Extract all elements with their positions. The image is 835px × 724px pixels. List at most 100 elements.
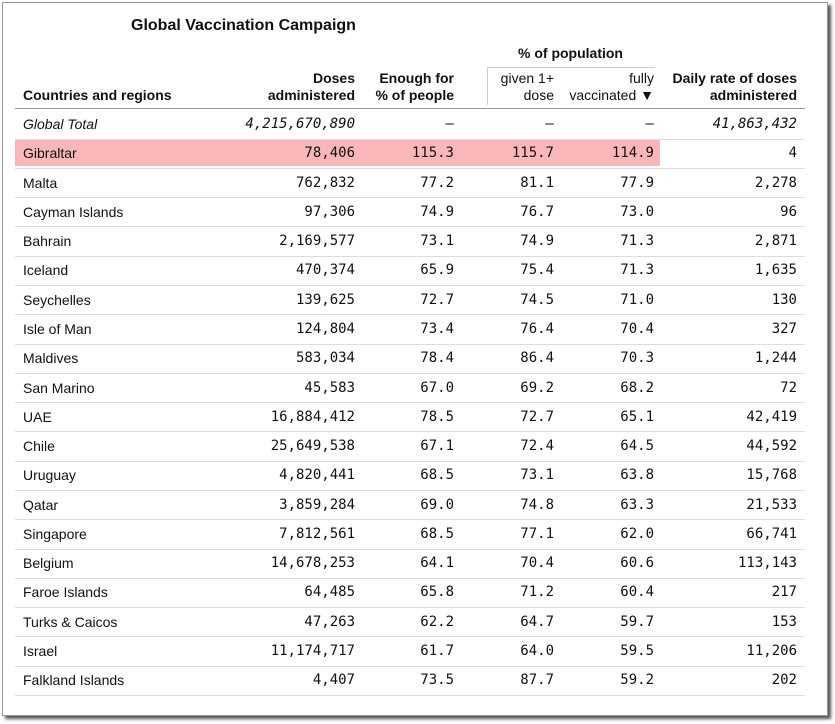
country-name: Singapore — [23, 525, 87, 542]
cell-value: 64.5 — [620, 438, 654, 455]
cell-value: 115.7 — [511, 145, 554, 162]
cell-value: 153 — [771, 613, 797, 630]
cell-value: 87.7 — [520, 672, 554, 689]
cell-value: 74.9 — [420, 203, 454, 220]
cell-value: 65.1 — [620, 408, 654, 425]
cell-value: 69.0 — [420, 496, 454, 513]
cell-value: 4,215,670,890 — [245, 116, 355, 132]
row-rule — [15, 548, 805, 550]
cell-value: 7,812,561 — [279, 525, 355, 542]
row-rule — [15, 607, 805, 609]
cell-value: – — [445, 116, 454, 132]
cell-value: 11,174,717 — [270, 643, 355, 660]
country-name: Chile — [23, 438, 55, 455]
row-rule — [15, 519, 805, 521]
cell-value: 2,169,577 — [279, 233, 355, 250]
country-name: San Marino — [23, 379, 95, 396]
row-rule — [15, 255, 805, 257]
table-window — [2, 2, 828, 716]
column-header: fully — [629, 70, 654, 86]
cell-value: 97,306 — [304, 203, 355, 220]
cell-value: 72 — [780, 379, 797, 396]
cell-value: 115.3 — [411, 145, 454, 162]
cell-value: 14,678,253 — [270, 555, 355, 572]
cell-value: 74.5 — [520, 291, 554, 308]
row-rule — [15, 226, 805, 228]
row-rule — [15, 694, 805, 696]
cell-value: 86.4 — [520, 350, 554, 367]
cell-value: 762,832 — [295, 174, 355, 191]
cell-value: 63.8 — [620, 467, 654, 484]
country-name: Seychelles — [23, 291, 91, 308]
cell-value: 73.1 — [420, 233, 454, 250]
column-header: given 1+ — [500, 70, 554, 86]
row-rule — [15, 460, 805, 462]
cell-value: 2,871 — [754, 233, 797, 250]
cell-value: 73.0 — [620, 203, 654, 220]
country-name: Bahrain — [23, 233, 72, 250]
cell-value: 71.0 — [620, 291, 654, 308]
cell-value: 71.3 — [620, 262, 654, 279]
cell-value: 47,263 — [304, 613, 355, 630]
cell-value: 72.7 — [420, 291, 454, 308]
cell-value: 21,533 — [746, 496, 797, 513]
country-name: Cayman Islands — [23, 203, 124, 220]
row-rule — [15, 138, 805, 140]
cell-value: 124,804 — [295, 320, 355, 337]
country-name: Gibraltar — [23, 145, 77, 162]
country-name: Iceland — [23, 262, 69, 279]
cell-value: 2,278 — [754, 174, 797, 191]
cell-value: 68.5 — [420, 467, 454, 484]
cell-value: 61.7 — [420, 643, 454, 660]
row-rule — [15, 665, 805, 667]
cell-value: 70.4 — [520, 555, 554, 572]
cell-value: 25,649,538 — [270, 438, 355, 455]
country-name: Uruguay — [23, 467, 76, 484]
cell-value: 470,374 — [295, 262, 355, 279]
cell-value: 67.1 — [420, 438, 454, 455]
cell-value: 4,820,441 — [279, 467, 355, 484]
cell-value: 4 — [788, 145, 797, 162]
cell-value: 77.9 — [620, 174, 654, 191]
cell-value: 78.5 — [420, 408, 454, 425]
cell-value: 62.2 — [420, 613, 454, 630]
cell-value: 64.7 — [520, 613, 554, 630]
cell-value: 72.7 — [520, 408, 554, 425]
cell-value: 70.4 — [620, 320, 654, 337]
cell-value: 72.4 — [520, 438, 554, 455]
row-rule — [15, 372, 805, 374]
cell-value: 217 — [771, 584, 797, 601]
column-header: Doses — [312, 70, 355, 86]
country-name: Falkland Islands — [23, 672, 125, 689]
cell-value: – — [545, 116, 554, 132]
cell-value: 114.9 — [611, 145, 654, 162]
cell-value: 583,034 — [295, 350, 355, 367]
cell-value: 62.0 — [620, 525, 654, 542]
cell-value: 69.2 — [520, 379, 554, 396]
cell-value: 1,635 — [754, 262, 797, 279]
cell-value: 74.9 — [520, 233, 554, 250]
country-name: Maldives — [23, 350, 79, 367]
cell-value: 74.8 — [520, 496, 554, 513]
cell-value: 78,406 — [304, 145, 355, 162]
cell-value: 3,859,284 — [279, 496, 355, 513]
cell-value: 73.5 — [420, 672, 454, 689]
cell-value: 73.1 — [520, 467, 554, 484]
column-header: Daily rate of doses — [672, 70, 798, 86]
row-rule — [15, 402, 805, 404]
cell-value: 96 — [780, 203, 797, 220]
cell-value: 202 — [771, 672, 797, 689]
cell-value: 78.4 — [420, 350, 454, 367]
cell-value: 65.8 — [420, 584, 454, 601]
column-header: vaccinated ▼ — [569, 87, 654, 103]
cell-value: 68.5 — [420, 525, 454, 542]
cell-value: 15,768 — [746, 467, 797, 484]
cell-value: 60.4 — [620, 584, 654, 601]
cell-value: 64,485 — [304, 584, 355, 601]
cell-value: 67.0 — [420, 379, 454, 396]
country-name: UAE — [23, 408, 52, 425]
row-rule — [15, 431, 805, 433]
cell-value: 76.7 — [520, 203, 554, 220]
cell-value: 59.2 — [620, 672, 654, 689]
country-name: Global Total — [23, 116, 98, 132]
